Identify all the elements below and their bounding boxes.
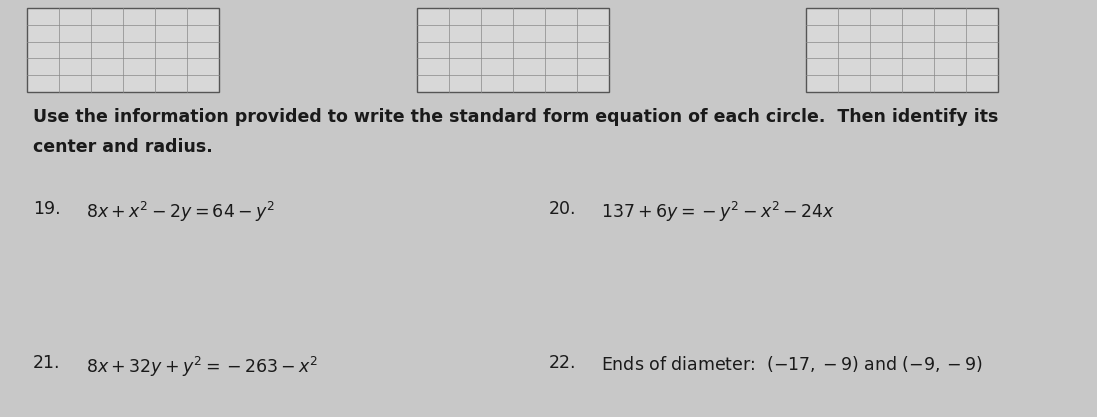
Text: $8x+x^2-2y=64-y^2$: $8x+x^2-2y=64-y^2$ bbox=[86, 200, 274, 224]
Text: 20.: 20. bbox=[548, 200, 576, 218]
Text: 22.: 22. bbox=[548, 354, 576, 372]
Bar bbox=[806, 8, 998, 92]
Text: Use the information provided to write the standard form equation of each circle.: Use the information provided to write th… bbox=[33, 108, 998, 126]
Text: $137+6y=-y^2-x^2-24x$: $137+6y=-y^2-x^2-24x$ bbox=[601, 200, 836, 224]
Text: center and radius.: center and radius. bbox=[33, 138, 213, 156]
Text: Ends of diameter:  $(-17,-9)$ and $(-9,-9)$: Ends of diameter: $(-17,-9)$ and $(-9,-9… bbox=[601, 354, 983, 374]
Bar bbox=[27, 8, 219, 92]
Bar bbox=[417, 8, 609, 92]
Text: $8x+32y+y^2=-263-x^2$: $8x+32y+y^2=-263-x^2$ bbox=[86, 354, 318, 379]
Text: 19.: 19. bbox=[33, 200, 60, 218]
Text: 21.: 21. bbox=[33, 354, 60, 372]
